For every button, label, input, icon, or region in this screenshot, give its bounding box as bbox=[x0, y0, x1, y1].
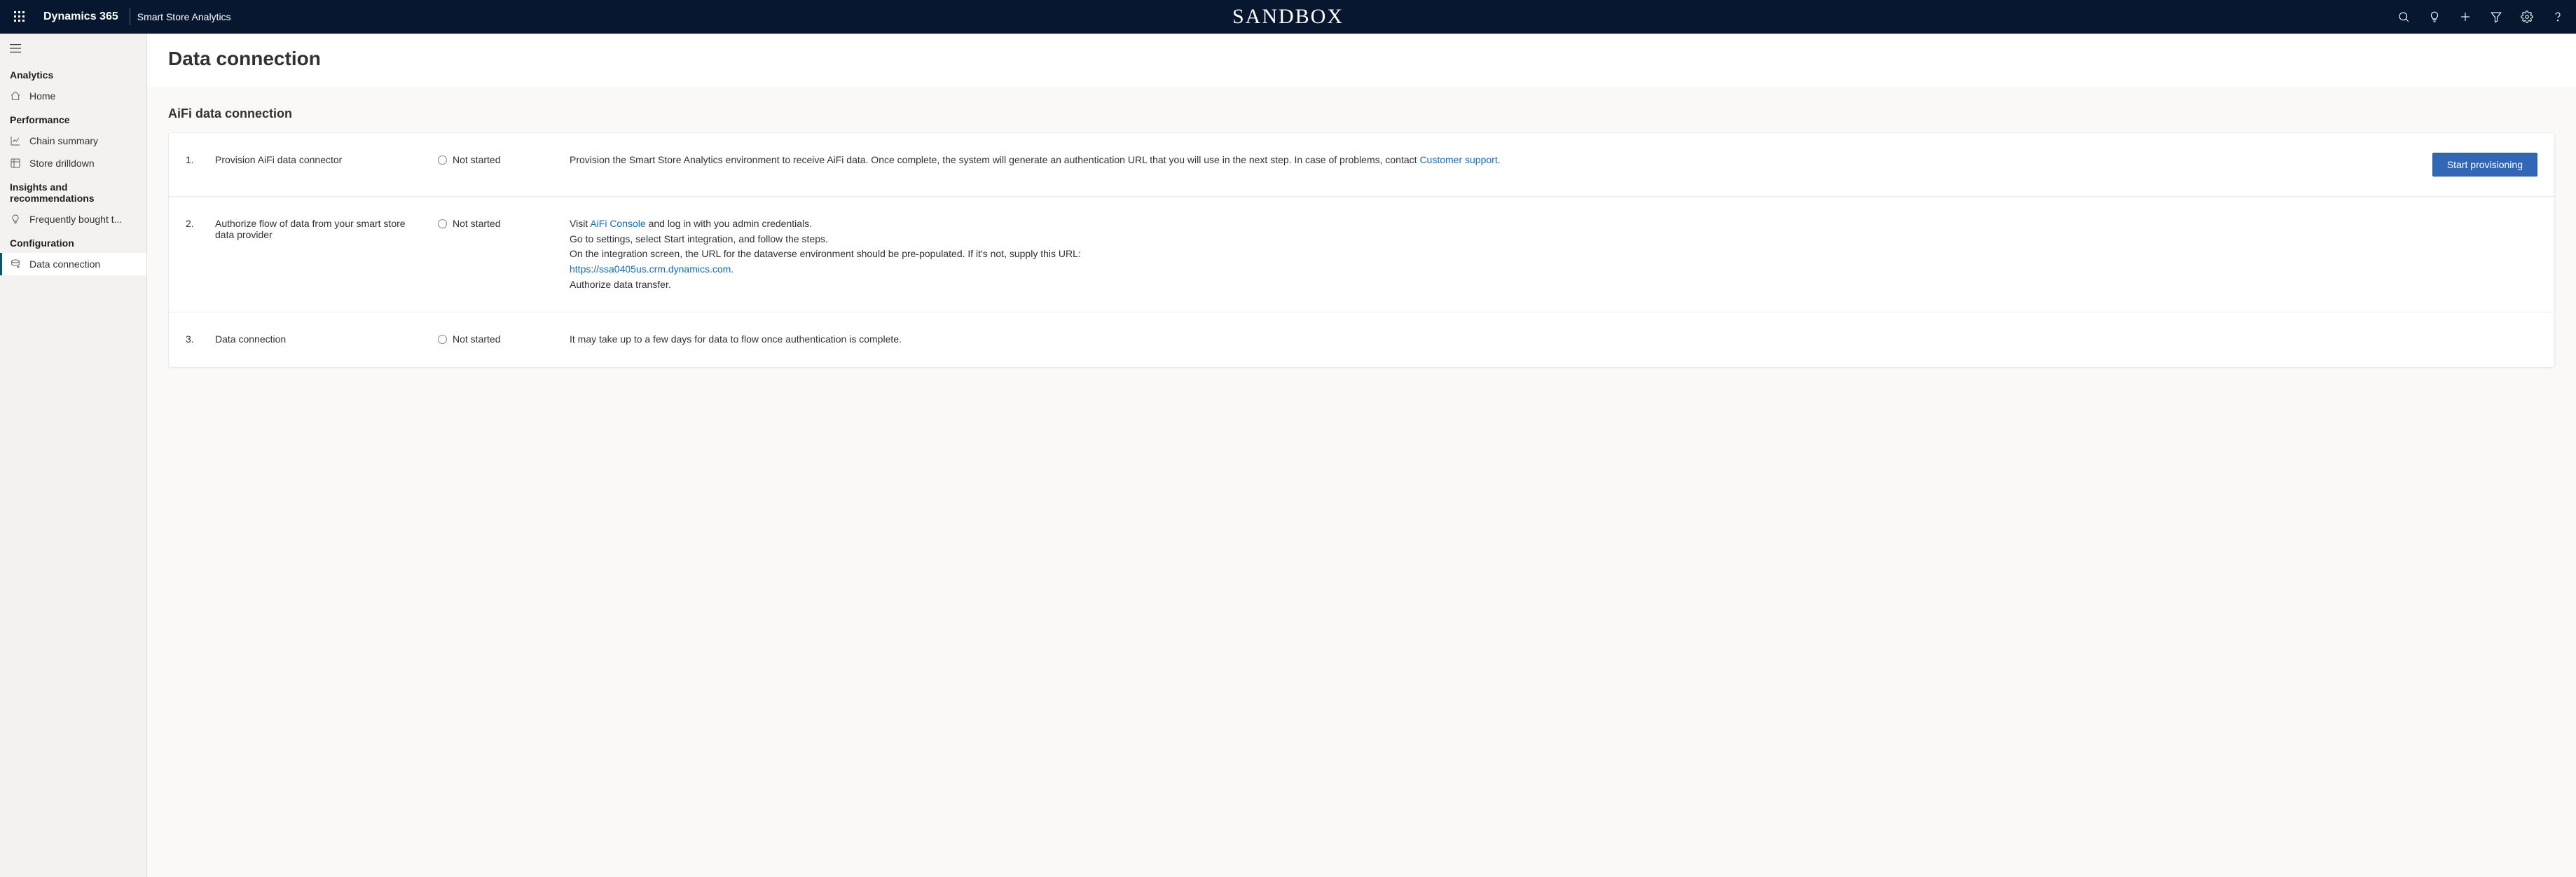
lightbulb-icon bbox=[2428, 11, 2441, 23]
section-insights: Insights and recommendations bbox=[0, 174, 146, 208]
step-row-1: 1. Provision AiFi data connector Not sta… bbox=[169, 133, 2554, 197]
brand-label[interactable]: Dynamics 365 bbox=[36, 11, 125, 23]
steps-card: 1. Provision AiFi data connector Not sta… bbox=[168, 132, 2555, 368]
help-button[interactable] bbox=[2542, 0, 2573, 34]
nav-store-drilldown[interactable]: Store drilldown bbox=[0, 152, 146, 174]
step2-line2: Go to settings, select Start integration… bbox=[570, 232, 2388, 247]
main: Data connection AiFi data connection 1. … bbox=[147, 34, 2576, 877]
nav-label: Store drilldown bbox=[29, 158, 137, 169]
nav-label: Data connection bbox=[29, 258, 137, 270]
status-label: Not started bbox=[453, 154, 500, 165]
step-number: 2. bbox=[186, 216, 202, 229]
start-provisioning-button[interactable]: Start provisioning bbox=[2432, 153, 2537, 177]
step-action: Start provisioning bbox=[2411, 153, 2537, 177]
step-row-3: 3. Data connection Not started It may ta… bbox=[169, 312, 2554, 367]
gear-icon bbox=[2521, 11, 2533, 23]
topbar: Dynamics 365 Smart Store Analytics SANDB… bbox=[0, 0, 2576, 34]
nav-chain-summary[interactable]: Chain summary bbox=[0, 130, 146, 152]
shell: Analytics Home Performance Chain summary… bbox=[0, 34, 2576, 877]
status-circle-icon bbox=[438, 219, 447, 228]
topbar-right bbox=[2388, 0, 2573, 34]
section-performance: Performance bbox=[0, 107, 146, 130]
data-grid-icon bbox=[10, 158, 21, 169]
section-analytics: Analytics bbox=[0, 62, 146, 85]
sidebar-toggle[interactable] bbox=[0, 39, 146, 62]
filter-icon bbox=[2490, 11, 2502, 23]
chart-line-icon bbox=[10, 135, 21, 146]
step-row-2: 2. Authorize flow of data from your smar… bbox=[169, 197, 2554, 312]
step-description: It may take up to a few days for data to… bbox=[570, 332, 2399, 347]
help-icon bbox=[2551, 11, 2564, 23]
nav-data-connection[interactable]: Data connection bbox=[0, 253, 146, 275]
home-icon bbox=[10, 90, 21, 102]
step-number: 1. bbox=[186, 153, 202, 165]
step-title: Authorize flow of data from your smart s… bbox=[215, 216, 425, 240]
step-desc-text: Provision the Smart Store Analytics envi… bbox=[570, 154, 1419, 165]
nav-label: Home bbox=[29, 90, 137, 102]
lightbulb-button[interactable] bbox=[2419, 0, 2450, 34]
page-title: Data connection bbox=[147, 34, 2576, 87]
nav-frequently-bought[interactable]: Frequently bought t... bbox=[0, 208, 146, 230]
step-status: Not started bbox=[438, 153, 557, 165]
section-configuration: Configuration bbox=[0, 230, 146, 253]
app-name-label[interactable]: Smart Store Analytics bbox=[135, 11, 231, 22]
step-number: 3. bbox=[186, 332, 202, 345]
step2-line3: On the integration screen, the URL for t… bbox=[570, 247, 2388, 262]
step-description: Visit AiFi Console and log in with you a… bbox=[570, 216, 2399, 292]
waffle-icon bbox=[14, 11, 25, 22]
app-launcher-button[interactable] bbox=[3, 0, 36, 34]
filter-button[interactable] bbox=[2481, 0, 2512, 34]
step2-line1a: Visit bbox=[570, 218, 590, 229]
hamburger-icon bbox=[10, 43, 21, 53]
step-title: Data connection bbox=[215, 332, 425, 345]
lightbulb-icon bbox=[10, 214, 21, 225]
status-label: Not started bbox=[453, 333, 500, 345]
status-label: Not started bbox=[453, 218, 500, 229]
nav-label: Chain summary bbox=[29, 135, 137, 146]
step-title: Provision AiFi data connector bbox=[215, 153, 425, 165]
section-title: AiFi data connection bbox=[168, 87, 2555, 132]
content: AiFi data connection 1. Provision AiFi d… bbox=[147, 87, 2576, 396]
step-status: Not started bbox=[438, 216, 557, 229]
nav-label: Frequently bought t... bbox=[29, 214, 137, 225]
dataverse-url-link[interactable]: https://ssa0405us.crm.dynamics.com. bbox=[570, 263, 733, 275]
nav-home[interactable]: Home bbox=[0, 85, 146, 107]
environment-label: SANDBOX bbox=[1232, 5, 1344, 29]
data-connection-icon bbox=[10, 258, 21, 270]
add-button[interactable] bbox=[2450, 0, 2481, 34]
customer-support-link[interactable]: Customer support. bbox=[1419, 154, 1500, 165]
status-circle-icon bbox=[438, 156, 447, 165]
step2-line1b: and log in with you admin credentials. bbox=[646, 218, 812, 229]
sidebar: Analytics Home Performance Chain summary… bbox=[0, 34, 147, 877]
status-circle-icon bbox=[438, 335, 447, 344]
page-header-wrap: Data connection bbox=[147, 34, 2576, 87]
plus-icon bbox=[2459, 11, 2472, 23]
search-button[interactable] bbox=[2388, 0, 2419, 34]
settings-button[interactable] bbox=[2512, 0, 2542, 34]
step-status: Not started bbox=[438, 332, 557, 345]
step2-line5: Authorize data transfer. bbox=[570, 277, 2388, 293]
aifi-console-link[interactable]: AiFi Console bbox=[590, 218, 645, 229]
search-icon bbox=[2397, 11, 2410, 23]
step-description: Provision the Smart Store Analytics envi… bbox=[570, 153, 2399, 168]
